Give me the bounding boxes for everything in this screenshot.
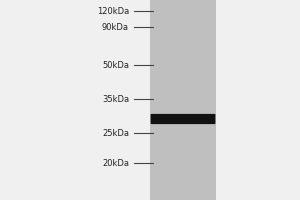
Text: 20kDa: 20kDa bbox=[102, 158, 129, 167]
FancyBboxPatch shape bbox=[151, 114, 215, 124]
Text: 90kDa: 90kDa bbox=[102, 22, 129, 31]
Bar bbox=[150, 0, 216, 200]
Text: 35kDa: 35kDa bbox=[102, 95, 129, 104]
Text: 50kDa: 50kDa bbox=[102, 60, 129, 70]
Text: 25kDa: 25kDa bbox=[102, 129, 129, 138]
Text: 120kDa: 120kDa bbox=[97, 6, 129, 16]
